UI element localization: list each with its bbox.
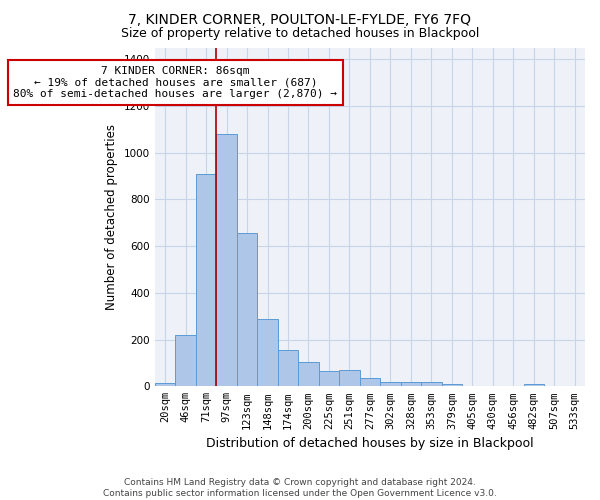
Text: Contains HM Land Registry data © Crown copyright and database right 2024.
Contai: Contains HM Land Registry data © Crown c… <box>103 478 497 498</box>
Bar <box>217 134 237 386</box>
Bar <box>319 371 339 386</box>
Bar <box>421 382 442 386</box>
Bar <box>175 335 196 386</box>
Text: 7, KINDER CORNER, POULTON-LE-FYLDE, FY6 7FQ: 7, KINDER CORNER, POULTON-LE-FYLDE, FY6 … <box>128 12 472 26</box>
Text: 7 KINDER CORNER: 86sqm
← 19% of detached houses are smaller (687)
80% of semi-de: 7 KINDER CORNER: 86sqm ← 19% of detached… <box>13 66 337 99</box>
Bar <box>298 362 319 386</box>
Bar <box>442 384 462 386</box>
Bar <box>359 378 380 386</box>
Text: Size of property relative to detached houses in Blackpool: Size of property relative to detached ho… <box>121 28 479 40</box>
Bar <box>524 384 544 386</box>
Bar <box>339 370 359 386</box>
Bar <box>401 382 421 386</box>
Bar <box>380 382 401 386</box>
Y-axis label: Number of detached properties: Number of detached properties <box>105 124 118 310</box>
Bar <box>196 174 217 386</box>
X-axis label: Distribution of detached houses by size in Blackpool: Distribution of detached houses by size … <box>206 437 534 450</box>
Bar <box>237 234 257 386</box>
Bar <box>278 350 298 387</box>
Bar <box>257 318 278 386</box>
Bar <box>155 383 175 386</box>
